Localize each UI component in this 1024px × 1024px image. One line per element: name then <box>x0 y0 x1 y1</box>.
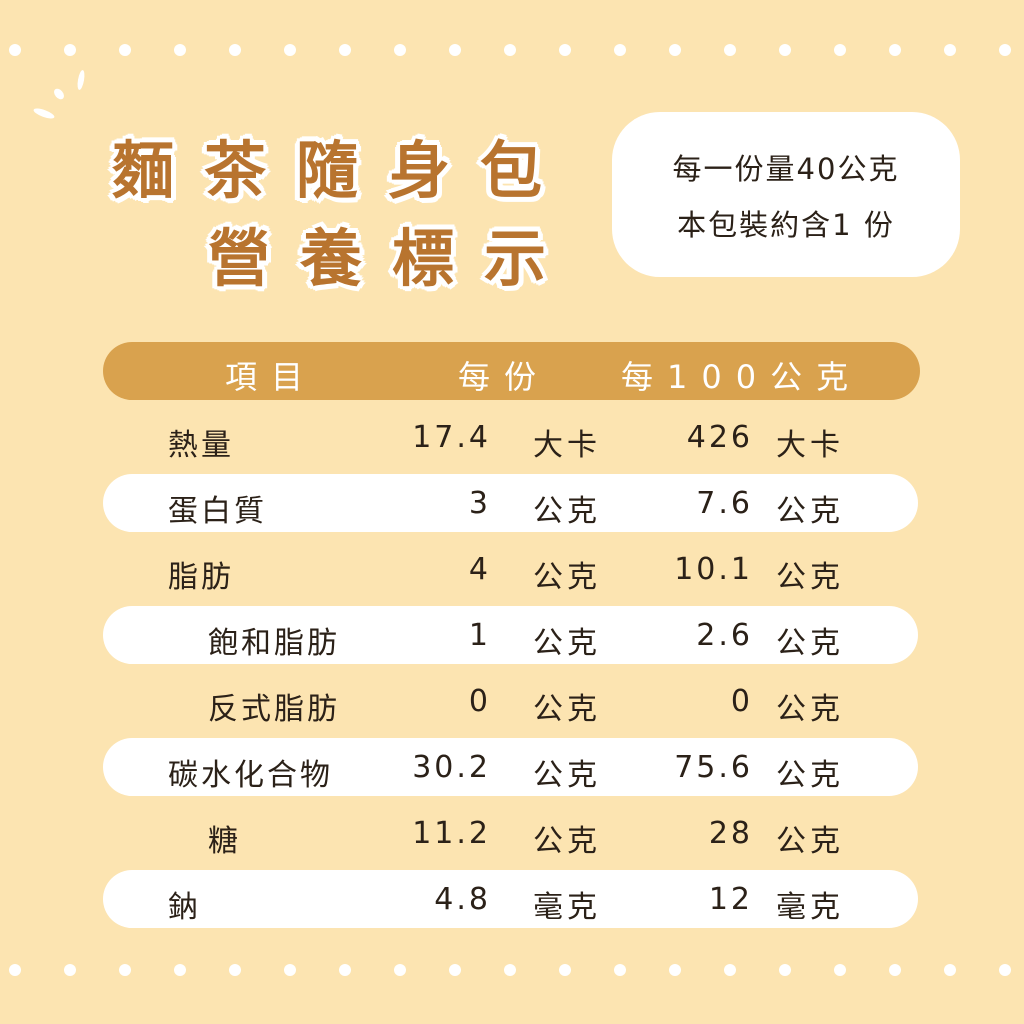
per-serving-value: 3 <box>468 486 491 521</box>
servings-per-package: 本包裝約含1 份 <box>677 208 895 242</box>
dot <box>669 44 681 56</box>
dot <box>724 964 736 976</box>
dot <box>889 44 901 56</box>
per-serving-value: 17.4 <box>412 420 491 455</box>
dot <box>339 964 351 976</box>
dot <box>339 44 351 56</box>
serving-size: 每一份量40公克 <box>672 152 900 186</box>
per-100g-value: 12 <box>708 882 753 917</box>
dot <box>64 44 76 56</box>
header-item: 項目 <box>225 358 318 396</box>
dot <box>559 964 571 976</box>
dot <box>284 44 296 56</box>
nutrient-label: 糖 <box>208 824 241 859</box>
per-100g-unit: 公克 <box>776 758 844 793</box>
dot <box>999 964 1011 976</box>
per-100g-value: 75.6 <box>674 750 753 785</box>
dot <box>64 964 76 976</box>
per-serving-unit: 公克 <box>533 560 601 595</box>
dot <box>889 964 901 976</box>
dot <box>999 44 1011 56</box>
dot <box>174 964 186 976</box>
per-100g-value: 28 <box>708 816 753 851</box>
per-serving-value: 1 <box>468 618 491 653</box>
dot <box>119 44 131 56</box>
per-serving-value: 4 <box>468 552 491 587</box>
dot <box>449 44 461 56</box>
per-100g-unit: 毫克 <box>776 890 844 925</box>
per-100g-value: 7.6 <box>696 486 753 521</box>
header-per-serving: 每份 <box>458 358 551 396</box>
nutrient-label: 脂肪 <box>168 560 234 595</box>
table-row: 糖 11.2 公克 28 公克 <box>103 804 918 862</box>
title-line-1: 麵茶隨身包 <box>112 134 573 207</box>
dot <box>724 44 736 56</box>
per-serving-value: 4.8 <box>434 882 491 917</box>
dot <box>119 964 131 976</box>
dot <box>834 964 846 976</box>
dot <box>504 44 516 56</box>
per-100g-unit: 公克 <box>776 626 844 661</box>
dot <box>834 44 846 56</box>
per-serving-value: 0 <box>468 684 491 719</box>
dot <box>779 964 791 976</box>
dot <box>449 964 461 976</box>
per-100g-value: 426 <box>686 420 753 455</box>
table-header: 項目 每份 每100公克 <box>103 342 920 400</box>
title-line-2: 營養標示 <box>208 222 577 295</box>
table-row: 反式脂肪 0 公克 0 公克 <box>103 672 918 730</box>
nutrient-label: 熱量 <box>168 428 234 463</box>
nutrient-label: 蛋白質 <box>168 494 267 529</box>
nutrient-label: 飽和脂肪 <box>208 626 340 661</box>
serving-info-box: 每一份量40公克 本包裝約含1 份 <box>612 112 960 277</box>
dot <box>229 964 241 976</box>
table-row: 熱量 17.4 大卡 426 大卡 <box>103 408 918 466</box>
per-100g-unit: 公克 <box>776 494 844 529</box>
per-serving-unit: 公克 <box>533 758 601 793</box>
per-serving-unit: 大卡 <box>533 428 601 463</box>
table-row: 碳水化合物 30.2 公克 75.6 公克 <box>103 738 918 796</box>
per-serving-unit: 公克 <box>533 824 601 859</box>
per-100g-unit: 公克 <box>776 824 844 859</box>
dot <box>9 44 21 56</box>
per-serving-unit: 毫克 <box>533 890 601 925</box>
nutrient-label: 鈉 <box>168 890 201 925</box>
dot <box>779 44 791 56</box>
dot <box>284 964 296 976</box>
per-100g-unit: 大卡 <box>776 428 844 463</box>
per-serving-value: 30.2 <box>412 750 491 785</box>
dot <box>394 44 406 56</box>
per-100g-value: 10.1 <box>674 552 753 587</box>
per-100g-unit: 公克 <box>776 692 844 727</box>
dot <box>504 964 516 976</box>
dot <box>614 44 626 56</box>
dot <box>229 44 241 56</box>
dot <box>174 44 186 56</box>
table-row: 鈉 4.8 毫克 12 毫克 <box>103 870 918 928</box>
table-row: 蛋白質 3 公克 7.6 公克 <box>103 474 918 532</box>
dot <box>944 44 956 56</box>
per-serving-value: 11.2 <box>412 816 491 851</box>
per-serving-unit: 公克 <box>533 494 601 529</box>
per-serving-unit: 公克 <box>533 626 601 661</box>
dot <box>944 964 956 976</box>
dot <box>394 964 406 976</box>
header-per-100g: 每100公克 <box>621 358 863 396</box>
dot <box>559 44 571 56</box>
dot <box>9 964 21 976</box>
per-100g-unit: 公克 <box>776 560 844 595</box>
table-row: 飽和脂肪 1 公克 2.6 公克 <box>103 606 918 664</box>
nutrient-label: 反式脂肪 <box>208 692 340 727</box>
per-100g-value: 2.6 <box>696 618 753 653</box>
table-row: 脂肪 4 公克 10.1 公克 <box>103 540 918 598</box>
per-serving-unit: 公克 <box>533 692 601 727</box>
dot <box>669 964 681 976</box>
nutrient-label: 碳水化合物 <box>168 758 333 793</box>
per-100g-value: 0 <box>730 684 753 719</box>
dot <box>614 964 626 976</box>
